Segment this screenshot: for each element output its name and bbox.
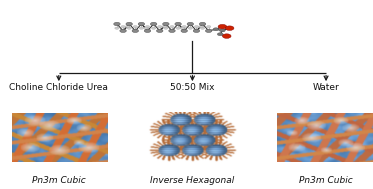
Circle shape	[188, 27, 192, 29]
Circle shape	[170, 26, 174, 28]
Circle shape	[144, 29, 151, 33]
Circle shape	[138, 22, 145, 26]
Text: Inverse Hexagonal: Inverse Hexagonal	[150, 176, 235, 185]
Circle shape	[187, 22, 194, 26]
Circle shape	[199, 22, 206, 26]
Circle shape	[125, 26, 129, 28]
Circle shape	[164, 27, 168, 29]
Circle shape	[115, 27, 119, 29]
Circle shape	[206, 29, 212, 33]
Circle shape	[162, 26, 166, 28]
Text: Pn3m Cubic: Pn3m Cubic	[32, 176, 86, 185]
Circle shape	[127, 27, 131, 29]
Circle shape	[139, 27, 144, 29]
Text: Choline Chloride Urea: Choline Chloride Urea	[9, 83, 108, 92]
Circle shape	[194, 26, 198, 28]
Circle shape	[207, 26, 211, 28]
Text: 50:50 Mix: 50:50 Mix	[170, 83, 215, 92]
Circle shape	[176, 27, 180, 29]
Circle shape	[120, 29, 126, 33]
Circle shape	[218, 24, 227, 29]
Text: Water: Water	[313, 83, 339, 92]
Text: Pn3m Cubic: Pn3m Cubic	[299, 176, 353, 185]
Circle shape	[163, 22, 169, 26]
Circle shape	[222, 34, 231, 38]
Circle shape	[193, 29, 200, 33]
Circle shape	[150, 22, 157, 26]
Circle shape	[126, 22, 132, 26]
Circle shape	[169, 29, 175, 33]
Circle shape	[144, 27, 148, 29]
Circle shape	[225, 26, 234, 30]
Circle shape	[182, 26, 186, 28]
Circle shape	[121, 26, 125, 28]
Circle shape	[151, 27, 156, 29]
Circle shape	[145, 26, 150, 28]
Circle shape	[175, 22, 181, 26]
Circle shape	[180, 27, 185, 29]
Circle shape	[133, 26, 138, 28]
Circle shape	[213, 28, 219, 31]
Circle shape	[219, 29, 225, 32]
Circle shape	[157, 26, 162, 28]
Circle shape	[132, 29, 138, 33]
Circle shape	[198, 26, 203, 28]
Circle shape	[114, 22, 120, 26]
Circle shape	[157, 29, 163, 33]
Circle shape	[200, 27, 205, 29]
Circle shape	[181, 29, 188, 33]
Circle shape	[217, 33, 223, 36]
